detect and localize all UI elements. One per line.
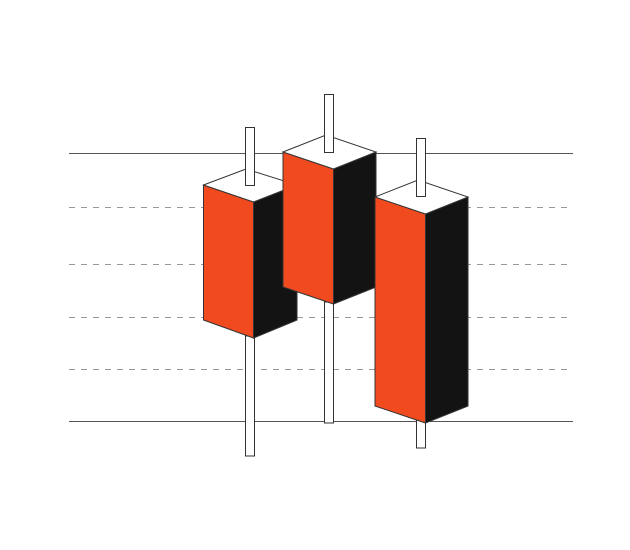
candle-right	[373, 138, 470, 449]
candle-left-front-face	[203, 184, 254, 339]
wick-right-lower	[416, 419, 426, 449]
candle-middle-front-face	[282, 151, 334, 305]
candle-right-front-face	[374, 196, 426, 424]
wick-middle-lower	[324, 301, 334, 424]
wick-left-upper	[245, 127, 255, 186]
candle-right-side-face	[425, 196, 469, 424]
wick-right-upper	[416, 138, 426, 197]
candle-middle	[281, 94, 378, 424]
candle-middle-side-face	[333, 151, 377, 305]
candle-left	[202, 127, 299, 457]
wick-middle-upper	[324, 94, 334, 153]
wick-left-lower	[245, 335, 255, 457]
